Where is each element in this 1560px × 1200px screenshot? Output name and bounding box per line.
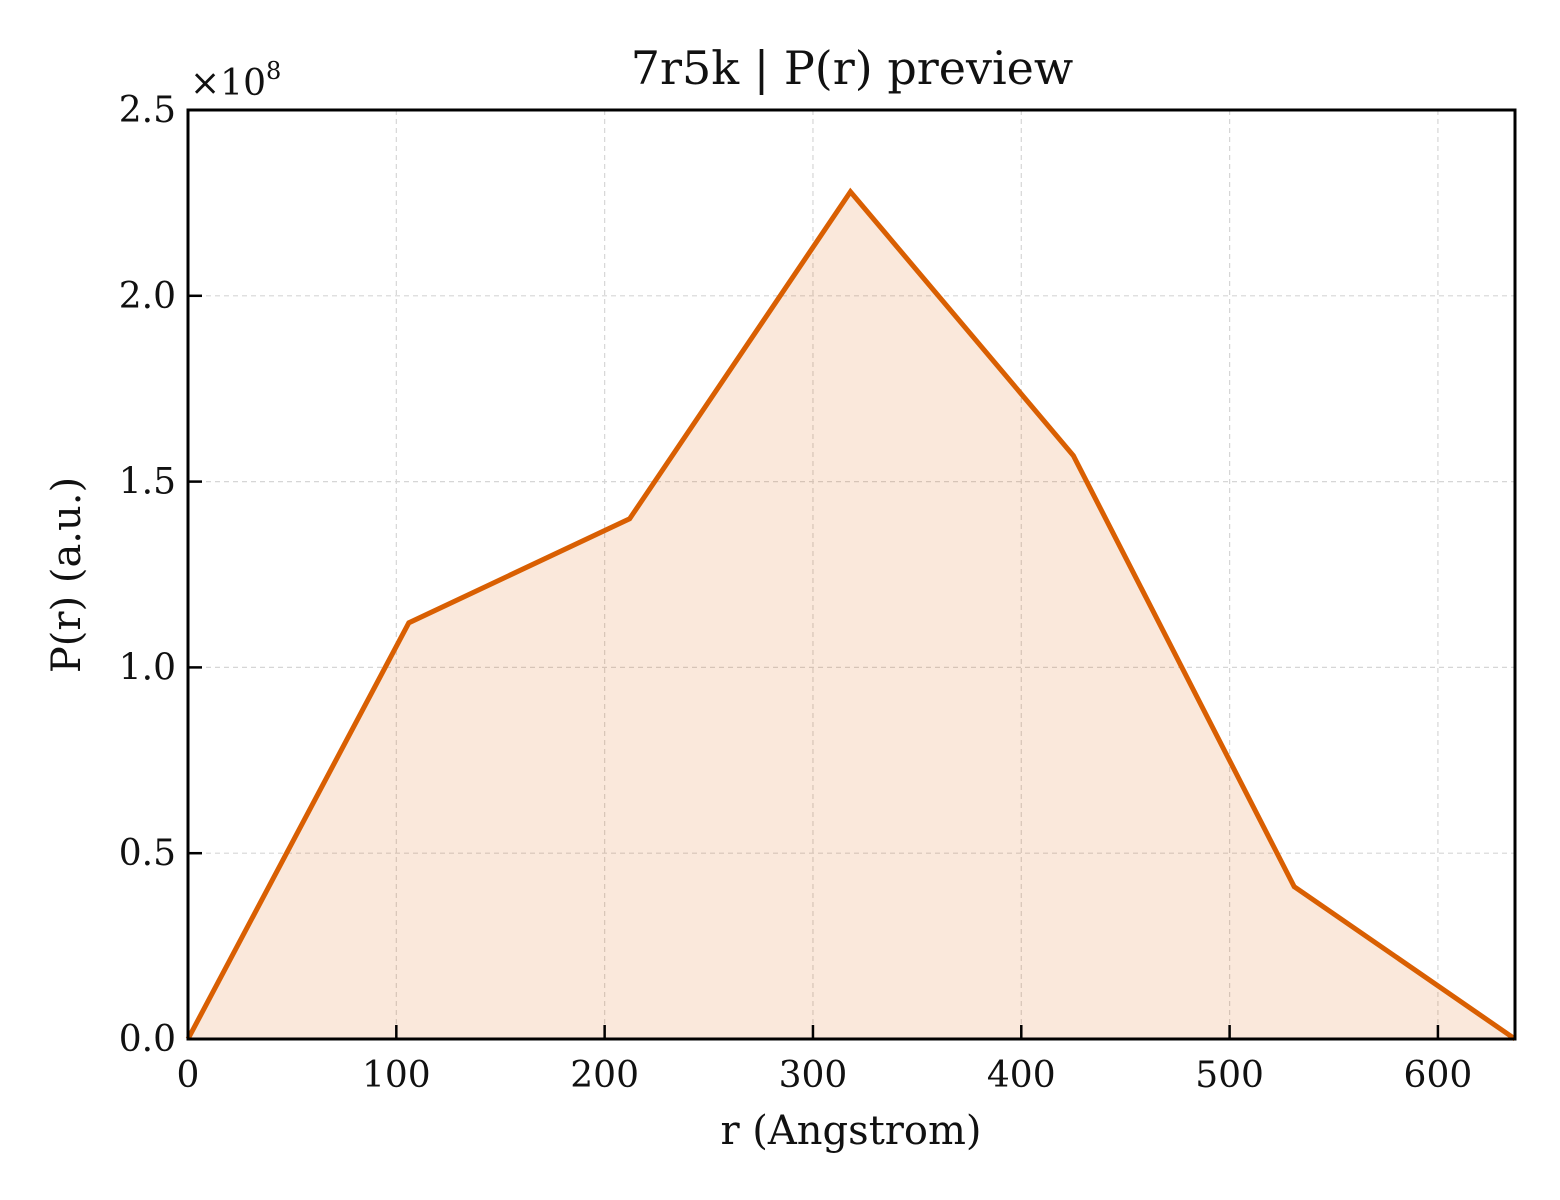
x-tick-label: 0 [177, 1055, 200, 1096]
y-tick-label: 0.0 [119, 1019, 176, 1060]
y-tick-label: 2.5 [119, 90, 176, 131]
x-tick-label: 600 [1404, 1055, 1473, 1096]
x-tick-label: 300 [779, 1055, 848, 1096]
y-tick-label: 0.5 [119, 833, 176, 874]
y-tick-label: 2.0 [119, 276, 176, 317]
x-axis-label: r (Angstrom) [720, 1108, 981, 1154]
x-tick-label: 200 [570, 1055, 639, 1096]
x-tick-label: 400 [987, 1055, 1056, 1096]
y-offset-text: ×10 [190, 63, 266, 104]
series-fill-area [188, 191, 1515, 1039]
x-tick-label: 100 [362, 1055, 431, 1096]
series-area-group [188, 191, 1515, 1039]
y-axis-label: P(r) (a.u.) [44, 477, 90, 673]
y-tick-label: 1.5 [119, 462, 176, 503]
y-tick-label: 1.0 [119, 647, 176, 688]
grid [188, 110, 1515, 1039]
plot-frame [186, 108, 1517, 1041]
y-offset-exponent: 8 [266, 57, 281, 85]
tick-labels: 0 100 200 300 400 500 600 0.0 0.5 1.0 1.5 2.0 2.5 [119, 90, 1473, 1096]
y-offset-label: ×108 [190, 57, 281, 104]
x-tick-label: 500 [1195, 1055, 1264, 1096]
chart-title: 7r5k | P(r) preview [631, 41, 1074, 95]
